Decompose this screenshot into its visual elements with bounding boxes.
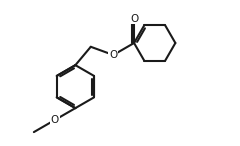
Text: O: O xyxy=(109,50,117,60)
Text: O: O xyxy=(130,14,138,24)
Text: O: O xyxy=(50,115,59,125)
